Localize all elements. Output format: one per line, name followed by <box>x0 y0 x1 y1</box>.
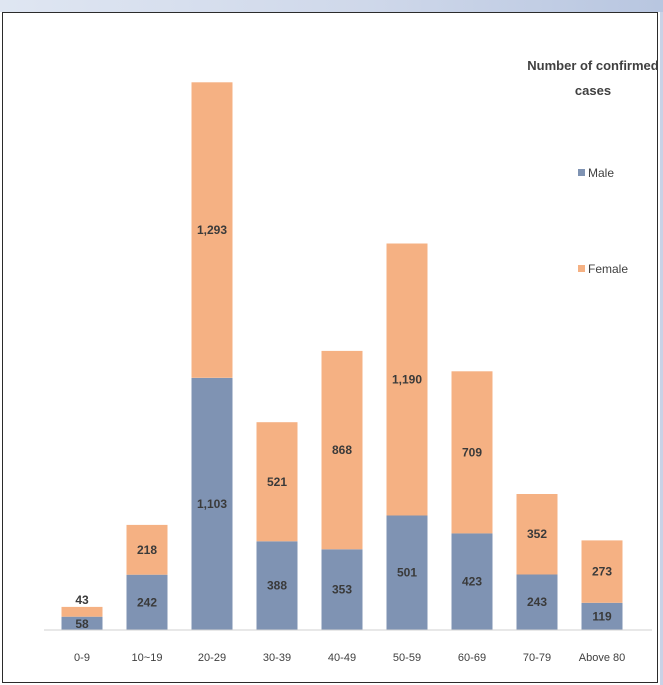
bar-female-70-79 <box>516 494 558 575</box>
legend-title-line-1: Number of confirmed <box>527 58 659 73</box>
x-tick-label-10-19: 10~19 <box>132 652 163 664</box>
data-label-female-60-69: 709 <box>462 445 482 459</box>
data-label-male-above-80: 119 <box>592 609 612 623</box>
data-label-male-20-29: 1,103 <box>197 497 227 511</box>
data-label-male-70-79: 243 <box>527 595 547 609</box>
data-label-male-40-49: 353 <box>332 583 352 597</box>
x-tick-label-60-69: 60-69 <box>458 652 486 664</box>
window-right-edge <box>660 12 663 685</box>
data-label-male-60-69: 423 <box>462 575 482 589</box>
x-tick-label-0-9: 0-9 <box>74 652 90 664</box>
data-label-male-0-9: 58 <box>75 617 89 631</box>
bar-female-30-39 <box>256 422 298 542</box>
data-label-female-20-29: 1,293 <box>197 223 227 237</box>
bar-male-above-80 <box>581 602 623 630</box>
data-label-male-10-19: 242 <box>137 595 157 609</box>
data-label-female-0-9: 43 <box>75 593 89 607</box>
data-label-female-50-59: 1,190 <box>392 373 422 387</box>
x-tick-label-70-79: 70-79 <box>523 652 551 664</box>
window-top-strip <box>0 0 663 12</box>
bar-male-0-9 <box>61 616 103 630</box>
bars-layer: 58 43 242 218 1,103 1,293 388 521 353 868 501 1,190… <box>61 82 623 631</box>
bar-male-40-49 <box>321 549 363 630</box>
data-label-female-40-49: 868 <box>332 443 352 457</box>
x-tick-label-above-80: Above 80 <box>579 652 625 664</box>
x-tick-label-30-39: 30-39 <box>263 652 291 664</box>
bar-female-0-9 <box>61 606 103 617</box>
x-tick-labels: 0-9 10~19 20-29 30-39 40-49 50-59 60-69 70-79 Ab… <box>74 652 625 664</box>
legend-swatch-male <box>578 169 585 176</box>
legend-label-female: Female <box>588 262 628 276</box>
bar-male-60-69 <box>451 533 493 630</box>
bar-female-50-59 <box>386 243 428 516</box>
legend: Number of confirmed cases Male Female <box>527 58 659 276</box>
x-tick-label-50-59: 50-59 <box>393 652 421 664</box>
bar-female-10-19 <box>126 524 168 575</box>
bar-male-30-39 <box>256 541 298 630</box>
data-label-female-70-79: 352 <box>527 527 547 541</box>
bar-male-20-29 <box>191 377 233 630</box>
bar-male-50-59 <box>386 515 428 630</box>
legend-swatch-female <box>578 265 585 272</box>
bar-female-60-69 <box>451 371 493 534</box>
legend-label-male: Male <box>588 166 614 180</box>
bar-female-20-29 <box>191 82 233 378</box>
x-tick-label-40-49: 40-49 <box>328 652 356 664</box>
data-label-female-30-39: 521 <box>267 475 287 489</box>
bar-female-above-80 <box>581 540 623 603</box>
bar-male-10-19 <box>126 574 168 630</box>
x-tick-label-20-29: 20-29 <box>198 652 226 664</box>
data-label-male-30-39: 388 <box>267 579 287 593</box>
data-label-female-10-19: 218 <box>137 543 157 557</box>
legend-title-line-2: cases <box>575 83 611 98</box>
bar-female-40-49 <box>321 350 363 550</box>
data-label-female-above-80: 273 <box>592 565 612 579</box>
bar-male-70-79 <box>516 574 558 630</box>
data-label-male-50-59: 501 <box>397 566 417 580</box>
